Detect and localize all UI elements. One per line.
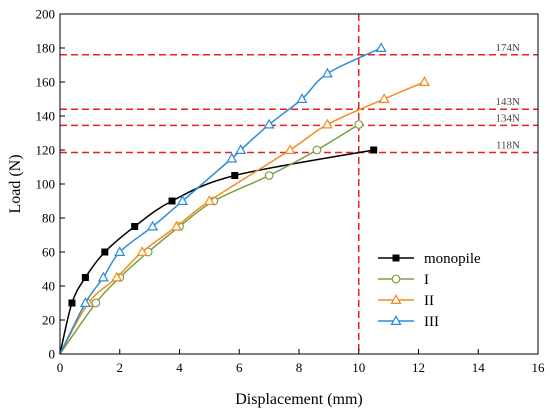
legend-label: I (424, 272, 429, 288)
x-tick-label: 2 (117, 360, 124, 375)
legend-label: monopile (424, 251, 481, 267)
reference-line-label: 118N (496, 140, 520, 152)
y-axis-title: Load (N) (7, 154, 24, 213)
x-tick-label: 6 (236, 360, 243, 375)
y-tick-label: 80 (42, 211, 55, 226)
data-point (170, 220, 183, 231)
data-point (226, 152, 238, 163)
data-point (203, 195, 215, 205)
data-point (231, 172, 239, 179)
y-tick-label: 40 (42, 279, 55, 294)
x-tick-label: 0 (57, 360, 64, 375)
legend-marker (392, 254, 400, 262)
reference-line-label: 134N (496, 112, 521, 124)
reference-line-label: 174N (496, 42, 521, 54)
series-line (59, 149, 374, 355)
legend-marker (390, 315, 402, 325)
legend-marker (390, 294, 402, 304)
data-point (321, 67, 333, 78)
data-point (97, 271, 109, 282)
legend-label: III (424, 314, 439, 330)
y-tick-label: 200 (36, 7, 56, 22)
reference-line-label: 143N (496, 96, 521, 108)
series-iii (59, 42, 387, 355)
data-point (114, 246, 126, 256)
data-point (235, 144, 247, 154)
data-point (354, 120, 364, 129)
y-tick-label: 60 (42, 245, 55, 260)
y-tick-label: 160 (36, 75, 56, 90)
data-point (101, 248, 109, 256)
data-point (296, 93, 308, 104)
reference-lines: 174N 143N 134N 118N (60, 14, 538, 354)
data-point (79, 297, 91, 307)
x-tick-label: 12 (412, 360, 425, 375)
series-line (59, 81, 425, 355)
x-tick-label: 10 (352, 360, 365, 375)
data-point (375, 42, 387, 53)
plot-area (60, 14, 538, 354)
data-point (147, 220, 159, 231)
data-point (168, 197, 176, 205)
x-axis-title: Displacement (mm) (235, 391, 363, 408)
data-point (111, 271, 123, 282)
data-point (264, 171, 274, 180)
x-tick-label: 14 (472, 360, 486, 375)
x-tick-label: 4 (176, 360, 183, 375)
data-point (370, 146, 378, 154)
data-point (284, 144, 296, 154)
x-tick-label: 16 (532, 360, 546, 375)
y-tick-label: 180 (36, 41, 56, 56)
y-tick-label: 0 (49, 347, 56, 362)
data-point (91, 298, 101, 308)
series-monopile (59, 146, 378, 355)
data-point (176, 195, 189, 205)
y-tick-label: 100 (36, 177, 56, 192)
data-point (68, 299, 76, 307)
data-point (378, 93, 390, 104)
x-tick-label: 8 (296, 360, 303, 375)
data-point (131, 223, 139, 230)
series-group (59, 42, 431, 355)
data-point (321, 118, 333, 129)
data-point (136, 246, 148, 256)
y-tick-label: 120 (36, 143, 56, 158)
y-tick-label: 20 (42, 313, 55, 328)
data-point (81, 274, 89, 281)
data-point (312, 145, 322, 155)
legend-marker (391, 274, 401, 284)
legend-label: II (424, 293, 434, 309)
data-point (263, 118, 275, 129)
data-point (418, 76, 431, 87)
y-tick-label: 140 (36, 109, 56, 124)
